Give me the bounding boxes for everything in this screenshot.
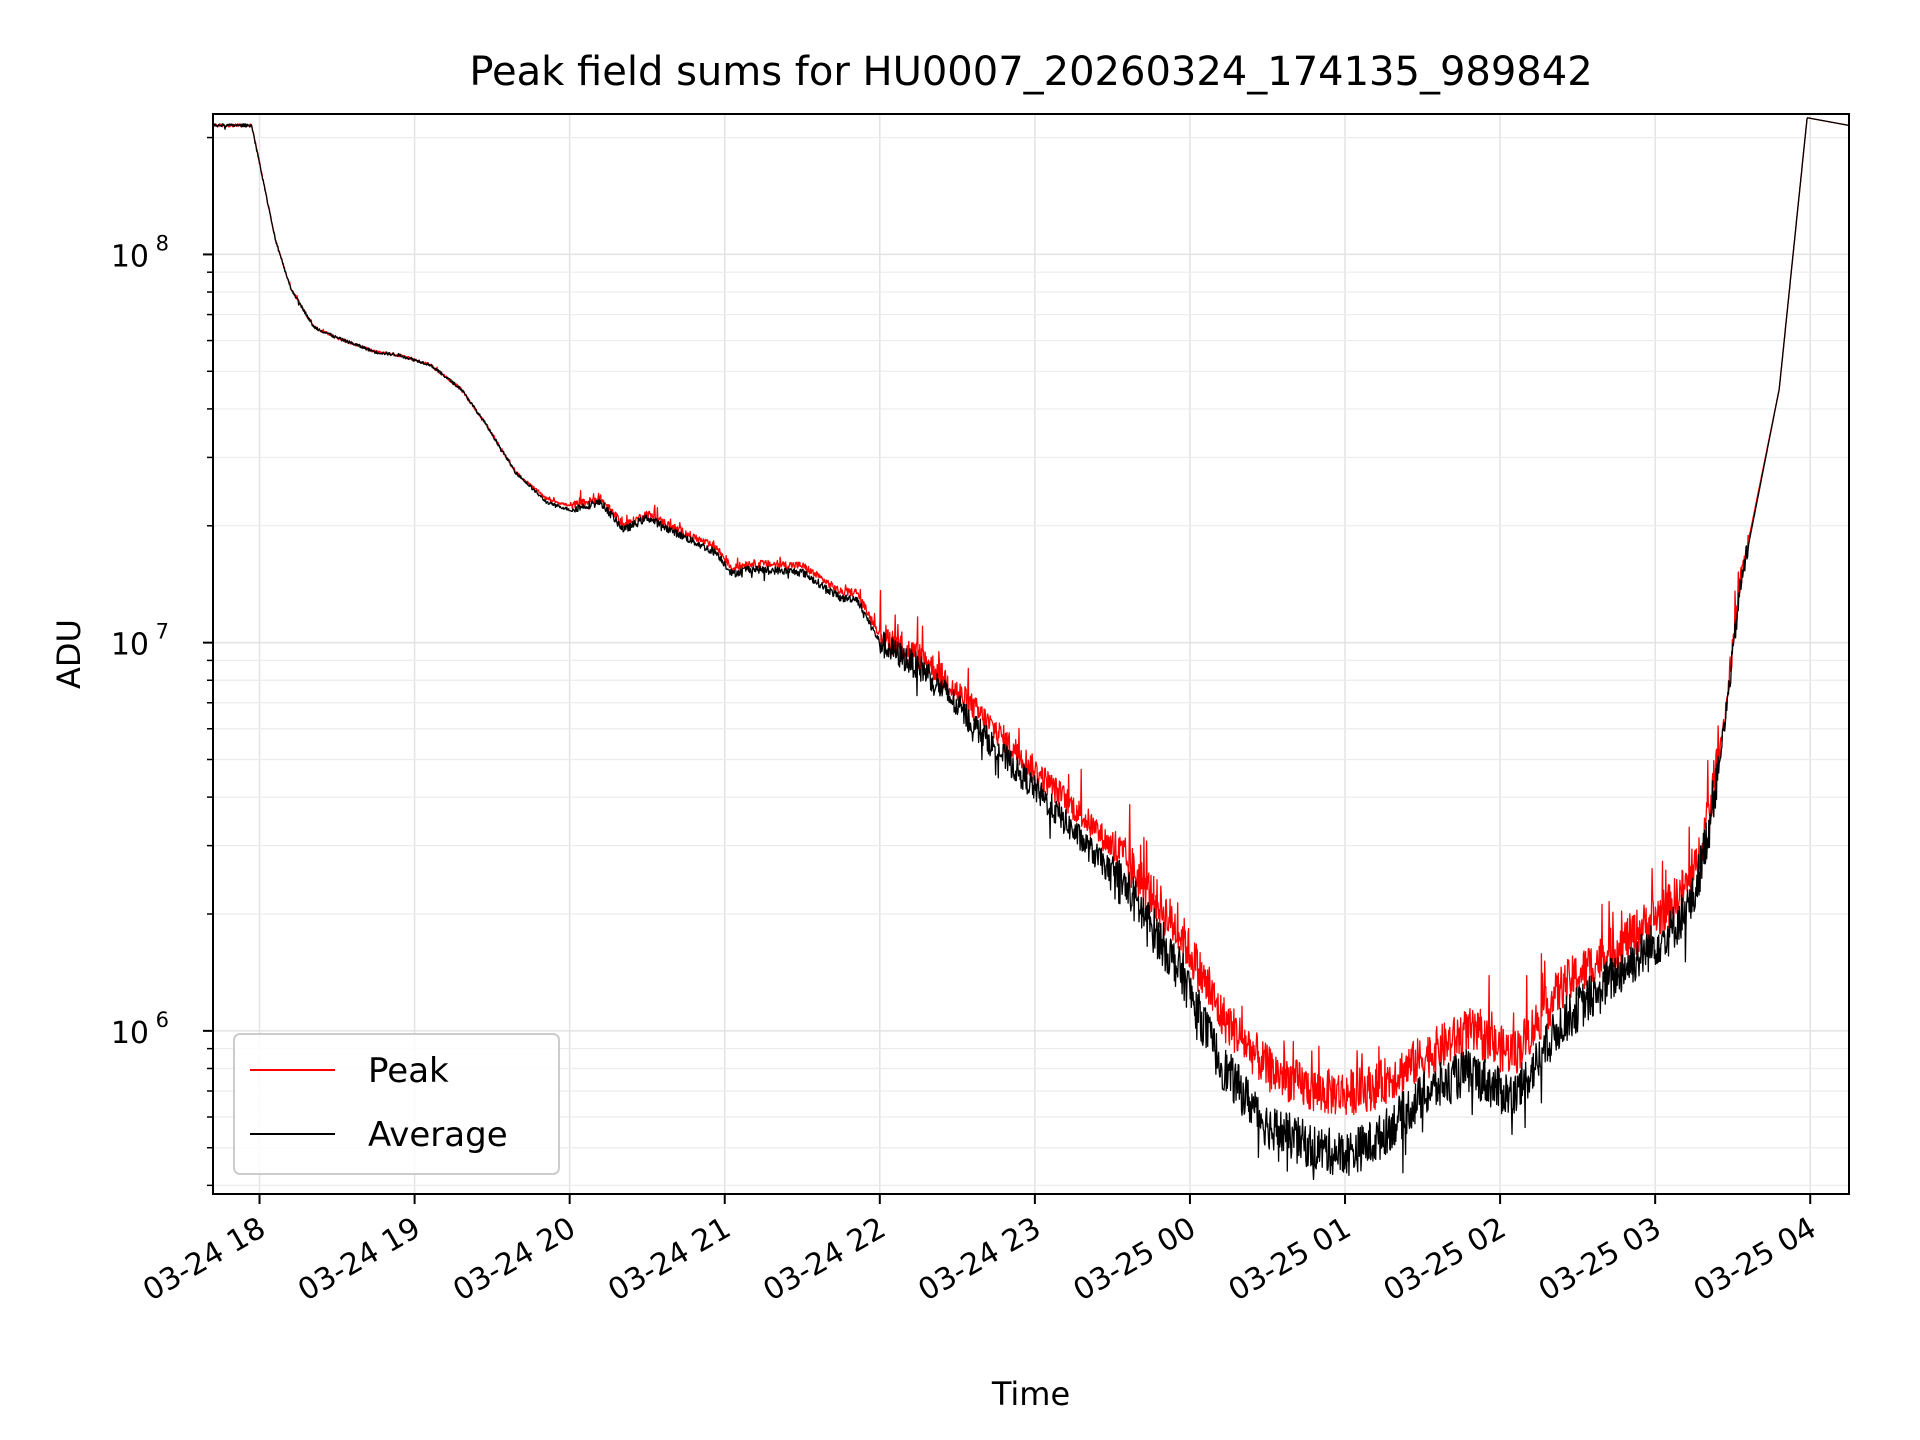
series-line-average [213,117,1849,1181]
y-axis-title: ADU [50,619,88,689]
plot-frame [212,113,1850,1195]
chart-title: Peak field sums for HU0007_20260324_1741… [469,49,1592,95]
series-layer [213,117,1849,1181]
y-tick-exponent: 8 [156,231,169,255]
series-line-peak [213,117,1849,1116]
legend: Peak Average [233,1033,560,1175]
x-axis-title: Time [991,1375,1070,1413]
y-tick-label: 10 [111,1016,149,1051]
y-tick-exponent: 7 [156,620,169,644]
y-tick-label: 10 [111,239,149,274]
legend-average-label: Average [368,1115,508,1155]
legend-peak-label: Peak [368,1051,449,1091]
y-tick-label: 10 [111,628,149,663]
y-tick-exponent: 6 [156,1008,169,1032]
